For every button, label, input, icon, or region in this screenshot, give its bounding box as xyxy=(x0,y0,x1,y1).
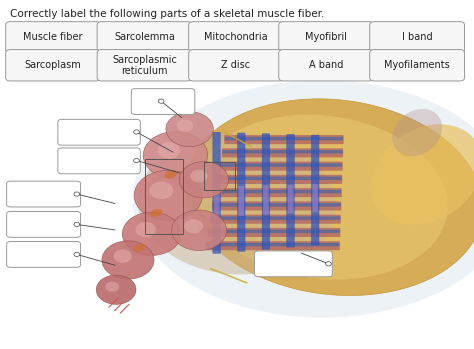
FancyBboxPatch shape xyxy=(311,135,319,245)
FancyBboxPatch shape xyxy=(213,203,341,207)
FancyBboxPatch shape xyxy=(225,137,343,140)
FancyBboxPatch shape xyxy=(218,177,342,180)
Text: Sarcoplasm: Sarcoplasm xyxy=(25,60,82,70)
Circle shape xyxy=(176,119,193,132)
FancyBboxPatch shape xyxy=(97,50,192,81)
Circle shape xyxy=(134,170,202,221)
Text: Correctly label the following parts of a skeletal muscle fiber.: Correctly label the following parts of a… xyxy=(10,9,325,19)
Text: I band: I band xyxy=(402,32,432,42)
Circle shape xyxy=(122,212,181,255)
Ellipse shape xyxy=(133,80,474,318)
FancyBboxPatch shape xyxy=(208,228,340,237)
Circle shape xyxy=(166,112,213,147)
FancyBboxPatch shape xyxy=(370,50,465,81)
Ellipse shape xyxy=(150,209,163,217)
FancyBboxPatch shape xyxy=(224,135,344,144)
FancyBboxPatch shape xyxy=(370,22,465,53)
Circle shape xyxy=(184,219,203,233)
PathPatch shape xyxy=(138,134,336,274)
Text: Sarcolemma: Sarcolemma xyxy=(114,32,175,42)
PathPatch shape xyxy=(197,115,448,280)
Ellipse shape xyxy=(164,171,177,178)
FancyBboxPatch shape xyxy=(189,50,283,81)
FancyBboxPatch shape xyxy=(220,163,342,167)
FancyBboxPatch shape xyxy=(255,251,332,277)
Text: Muscle fiber: Muscle fiber xyxy=(23,32,83,42)
FancyBboxPatch shape xyxy=(208,230,340,233)
Circle shape xyxy=(114,250,132,263)
Circle shape xyxy=(149,181,173,199)
FancyBboxPatch shape xyxy=(6,50,100,81)
Text: Myofibril: Myofibril xyxy=(305,32,347,42)
Circle shape xyxy=(190,170,208,183)
Circle shape xyxy=(134,130,139,134)
FancyBboxPatch shape xyxy=(206,243,339,246)
FancyBboxPatch shape xyxy=(312,184,318,212)
FancyBboxPatch shape xyxy=(215,190,341,193)
FancyBboxPatch shape xyxy=(263,185,269,215)
FancyBboxPatch shape xyxy=(210,216,340,220)
FancyBboxPatch shape xyxy=(97,22,192,53)
FancyBboxPatch shape xyxy=(205,241,340,250)
FancyBboxPatch shape xyxy=(217,175,342,184)
Circle shape xyxy=(143,132,208,179)
FancyBboxPatch shape xyxy=(210,215,341,224)
PathPatch shape xyxy=(185,99,474,296)
Text: Z disc: Z disc xyxy=(221,60,251,70)
FancyBboxPatch shape xyxy=(279,22,374,53)
FancyBboxPatch shape xyxy=(58,148,140,174)
FancyBboxPatch shape xyxy=(7,211,81,237)
Ellipse shape xyxy=(371,124,474,225)
Circle shape xyxy=(158,142,180,159)
Circle shape xyxy=(74,192,80,196)
Text: Mitochondria: Mitochondria xyxy=(204,32,268,42)
Circle shape xyxy=(96,275,136,304)
FancyBboxPatch shape xyxy=(212,201,341,210)
Ellipse shape xyxy=(392,109,442,156)
Text: Myofilaments: Myofilaments xyxy=(384,60,450,70)
Circle shape xyxy=(102,241,154,279)
FancyBboxPatch shape xyxy=(288,185,293,214)
FancyBboxPatch shape xyxy=(213,132,220,253)
Circle shape xyxy=(134,158,139,163)
Text: A band: A band xyxy=(309,60,343,70)
Circle shape xyxy=(105,282,119,292)
FancyBboxPatch shape xyxy=(6,22,100,53)
FancyBboxPatch shape xyxy=(238,186,244,216)
FancyBboxPatch shape xyxy=(7,242,81,267)
FancyBboxPatch shape xyxy=(262,134,270,249)
Circle shape xyxy=(326,262,331,266)
FancyBboxPatch shape xyxy=(214,186,219,217)
Circle shape xyxy=(74,222,80,227)
Ellipse shape xyxy=(134,244,146,252)
Text: Sarcoplasmic
reticulum: Sarcoplasmic reticulum xyxy=(112,55,177,76)
FancyBboxPatch shape xyxy=(237,133,245,251)
FancyBboxPatch shape xyxy=(58,119,140,145)
FancyBboxPatch shape xyxy=(222,148,343,157)
FancyBboxPatch shape xyxy=(131,89,195,114)
Circle shape xyxy=(179,162,228,198)
FancyBboxPatch shape xyxy=(219,162,343,171)
FancyBboxPatch shape xyxy=(279,50,374,81)
FancyBboxPatch shape xyxy=(215,188,342,197)
Circle shape xyxy=(158,99,164,103)
FancyBboxPatch shape xyxy=(287,134,294,247)
Circle shape xyxy=(136,222,156,237)
FancyBboxPatch shape xyxy=(7,181,81,207)
FancyBboxPatch shape xyxy=(189,22,283,53)
FancyBboxPatch shape xyxy=(222,150,343,154)
Circle shape xyxy=(172,210,227,251)
Circle shape xyxy=(74,252,80,257)
